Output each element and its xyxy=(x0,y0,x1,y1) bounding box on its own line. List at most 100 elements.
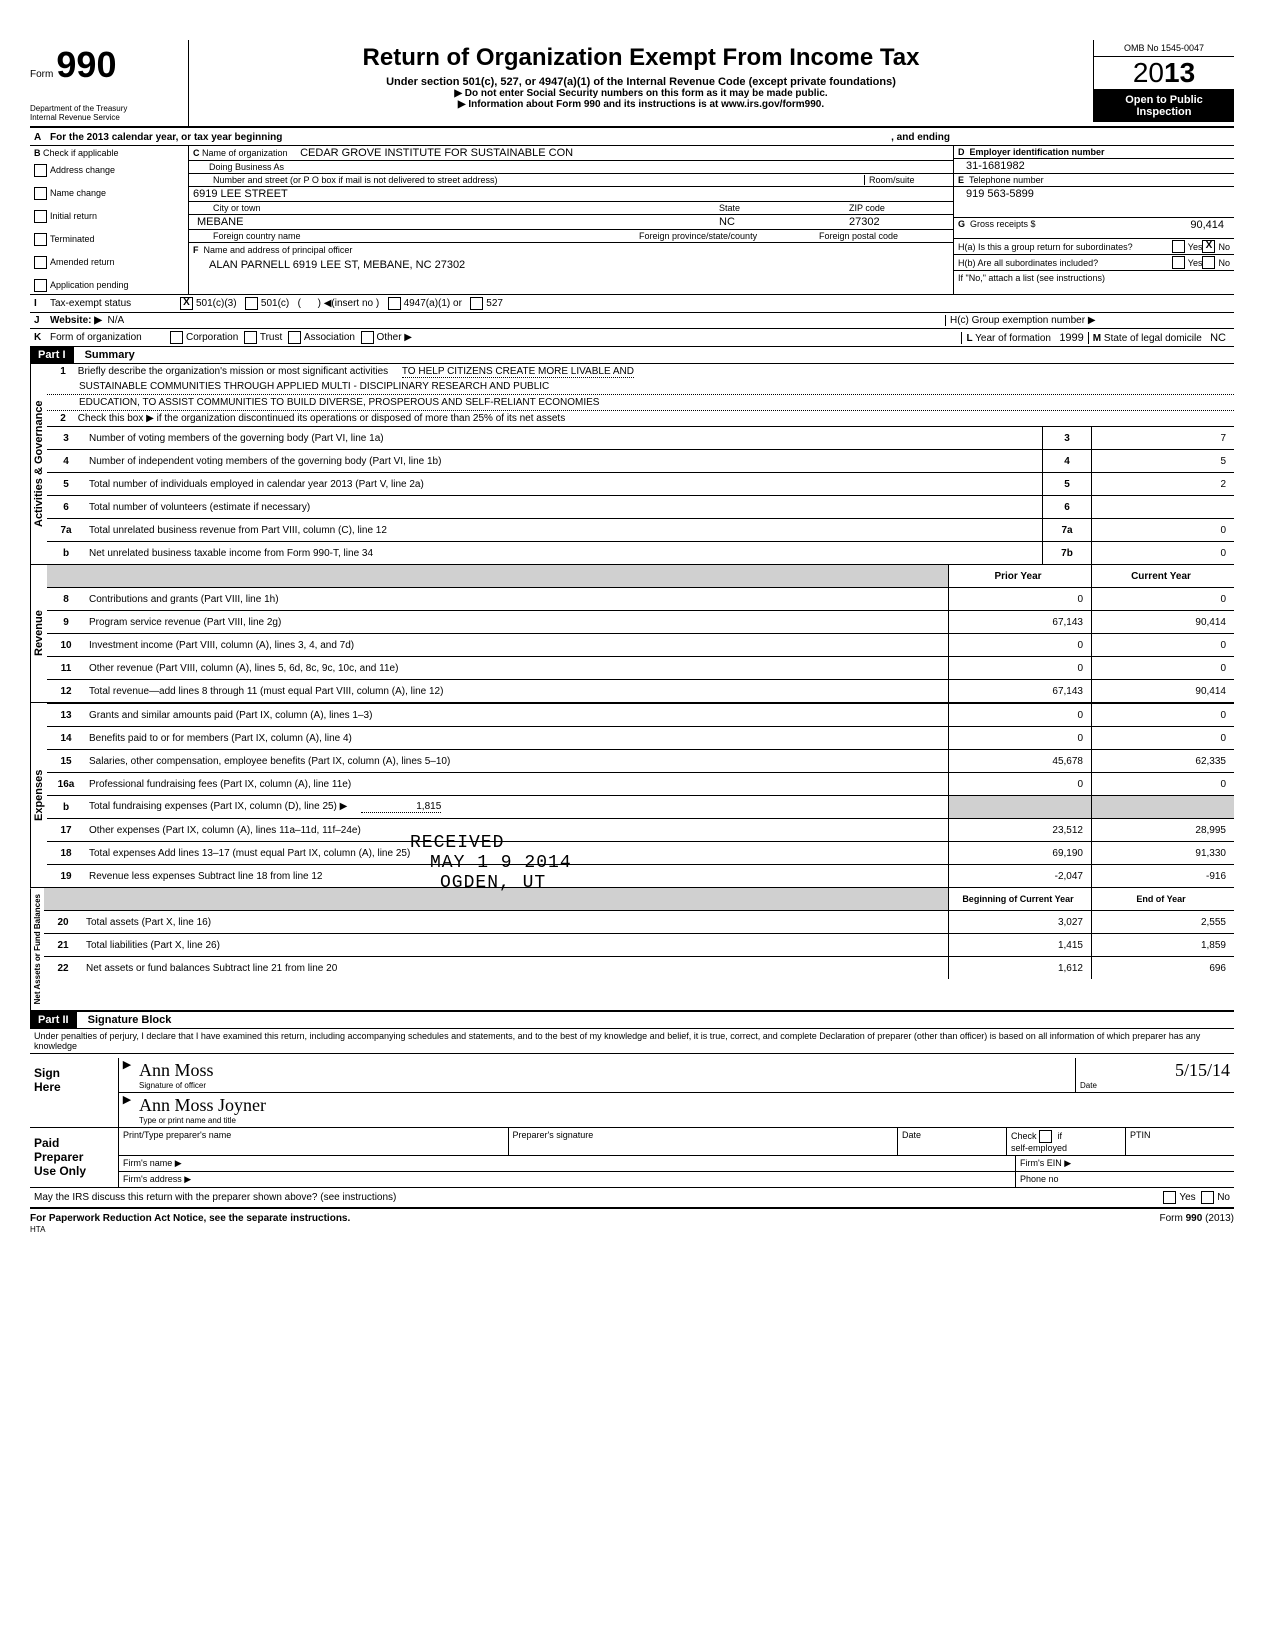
table-row: 12Total revenue—add lines 8 through 11 (… xyxy=(47,680,1234,703)
checkbox-name-change[interactable] xyxy=(34,187,47,200)
hb-label: H(b) Are all subordinates included? xyxy=(958,258,1172,268)
row-a-text1: For the 2013 calendar year, or tax year … xyxy=(50,132,282,143)
self-employed-checkbox[interactable] xyxy=(1039,1130,1052,1143)
ein: 31-1681982 xyxy=(954,159,1234,174)
table-row: 11Other revenue (Part VIII, column (A), … xyxy=(47,657,1234,680)
checkbox-other[interactable] xyxy=(361,331,374,344)
preparer-block: Paid Preparer Use Only Print/Type prepar… xyxy=(30,1128,1234,1188)
foreign-country-label: Foreign country name xyxy=(193,231,639,241)
checkbox-4947[interactable] xyxy=(388,297,401,310)
ha-no-checkbox[interactable]: X xyxy=(1202,240,1215,253)
checkbox-527[interactable] xyxy=(470,297,483,310)
state-domicile-label: State of legal domicile xyxy=(1104,333,1202,344)
row-klm: K Form of organization Corporation Trust… xyxy=(30,329,1234,347)
label-g: G xyxy=(958,219,965,229)
title-box: Return of Organization Exempt From Incom… xyxy=(189,40,1093,114)
revenue-header-row: Prior Year Current Year xyxy=(47,565,1234,588)
dba-label: Doing Business As xyxy=(189,161,953,174)
form-header: Form 990 Department of the Treasury Inte… xyxy=(30,40,1234,128)
table-row: 18Total expenses Add lines 13–17 (must e… xyxy=(47,842,1234,865)
gross-receipts: 90,414 xyxy=(1036,219,1230,237)
label-c: C xyxy=(193,148,200,158)
table-row: 17Other expenses (Part IX, column (A), l… xyxy=(47,819,1234,842)
zip: 27302 xyxy=(849,216,949,228)
firm-addr-label: Firm's address ▶ xyxy=(119,1172,1015,1187)
right-box: OMB No 1545-0047 2013 Open to Public Ins… xyxy=(1093,40,1234,122)
po-label: Name and address of principal officer xyxy=(204,245,353,255)
check-if-applicable: Check if applicable xyxy=(43,148,119,158)
checkbox-trust[interactable] xyxy=(244,331,257,344)
dept-irs: Internal Revenue Service xyxy=(30,113,180,122)
row-i: I Tax-exempt status X501(c)(3) 501(c) ( … xyxy=(30,295,1234,313)
row-a-text2: , and ending xyxy=(891,132,950,143)
open-public: Open to Public Inspection xyxy=(1094,90,1234,122)
checkbox-terminated[interactable] xyxy=(34,233,47,246)
checkbox-assoc[interactable] xyxy=(288,331,301,344)
ha-label: H(a) Is this a group return for subordin… xyxy=(958,242,1172,252)
checkbox-app-pending[interactable] xyxy=(34,279,47,292)
irs-discuss-text: May the IRS discuss this return with the… xyxy=(34,1192,1163,1203)
prep-date-label: Date xyxy=(897,1128,1006,1155)
expenses-section: Expenses 13Grants and similar amounts pa… xyxy=(30,703,1234,888)
hta: HTA xyxy=(30,1225,45,1234)
checkbox-initial-return[interactable] xyxy=(34,210,47,223)
self-employed-label: self-employed xyxy=(1011,1143,1067,1153)
dept-treasury: Department of the Treasury xyxy=(30,104,180,113)
label-f: F xyxy=(193,245,199,255)
firm-name-label: Firm's name ▶ xyxy=(119,1156,1015,1171)
revenue-section: Revenue Prior Year Current Year 8Contrib… xyxy=(30,565,1234,703)
gross-receipts-label: Gross receipts $ xyxy=(970,219,1036,229)
part2-title: Signature Block xyxy=(80,1014,172,1026)
officer-signature: Ann Moss xyxy=(139,1060,1071,1081)
subtitle: Under section 501(c), 527, or 4947(a)(1)… xyxy=(199,76,1083,88)
expenses-table: 13Grants and similar amounts paid (Part … xyxy=(47,703,1234,887)
sign-content: ▶ Ann Moss Signature of officer 5/15/14 … xyxy=(119,1058,1234,1127)
table-row: 14Benefits paid to or for members (Part … xyxy=(47,727,1234,750)
table-row: 7aTotal unrelated business revenue from … xyxy=(47,519,1234,542)
part1-header: Part I Summary xyxy=(30,347,1234,364)
col-d: D Employer identification number 31-1681… xyxy=(953,146,1234,294)
sign-label1: Sign xyxy=(34,1066,114,1080)
ha-yes-checkbox[interactable] xyxy=(1172,240,1185,253)
year-suffix: 13 xyxy=(1164,57,1195,88)
line-2: 2 Check this box ▶ if the organization d… xyxy=(47,411,1234,426)
irs-yes: Yes xyxy=(1179,1192,1195,1203)
website-val: N/A xyxy=(108,315,125,326)
form-990-2013: Form 990 (2013) xyxy=(1160,1213,1234,1235)
state: NC xyxy=(719,216,849,228)
checkbox-501c[interactable] xyxy=(245,297,258,310)
part1-label: Part I xyxy=(30,347,74,363)
website-label: Website: ▶ xyxy=(50,315,102,326)
hb-yes-checkbox[interactable] xyxy=(1172,256,1185,269)
opt-app-pending: Application pending xyxy=(50,280,129,290)
end-year-header: End of Year xyxy=(1092,888,1235,911)
mission-line3: EDUCATION, TO ASSIST COMMUNITIES TO BUIL… xyxy=(47,395,1234,411)
irs-no-checkbox[interactable] xyxy=(1201,1191,1214,1204)
label-j: J xyxy=(34,315,50,326)
foreign-postal-label: Foreign postal code xyxy=(819,231,949,241)
addr-label: Number and street (or P O box if mail is… xyxy=(193,175,864,185)
penalty-text: Under penalties of perjury, I declare th… xyxy=(30,1029,1234,1054)
netassets-section: Net Assets or Fund Balances Beginning of… xyxy=(30,888,1234,1012)
expenses-vert-label: Expenses xyxy=(30,703,47,887)
part1-title: Summary xyxy=(77,349,135,361)
if-label: if xyxy=(1058,1131,1063,1141)
checkbox-amended[interactable] xyxy=(34,256,47,269)
irs-yes-checkbox[interactable] xyxy=(1163,1191,1176,1204)
table-row: 3Number of voting members of the governi… xyxy=(47,427,1234,450)
revenue-vert-label: Revenue xyxy=(30,565,47,702)
opt-corp: Corporation xyxy=(186,332,238,343)
table-row: bNet unrelated business taxable income f… xyxy=(47,542,1234,565)
checkbox-501c3[interactable]: X xyxy=(180,297,193,310)
table-row: 13Grants and similar amounts paid (Part … xyxy=(47,704,1234,727)
governance-vert-label: Activities & Governance xyxy=(30,364,47,564)
table-row: 15Salaries, other compensation, employee… xyxy=(47,750,1234,773)
label-e: E xyxy=(958,175,964,185)
hb-no-checkbox[interactable] xyxy=(1202,256,1215,269)
governance-section: Activities & Governance 1 Briefly descri… xyxy=(30,364,1234,565)
checkbox-corp[interactable] xyxy=(170,331,183,344)
insert-no: (insert no ) xyxy=(331,298,379,309)
opt-name-change: Name change xyxy=(50,188,106,198)
preparer-label: Preparer xyxy=(34,1150,114,1164)
checkbox-address-change[interactable] xyxy=(34,164,47,177)
